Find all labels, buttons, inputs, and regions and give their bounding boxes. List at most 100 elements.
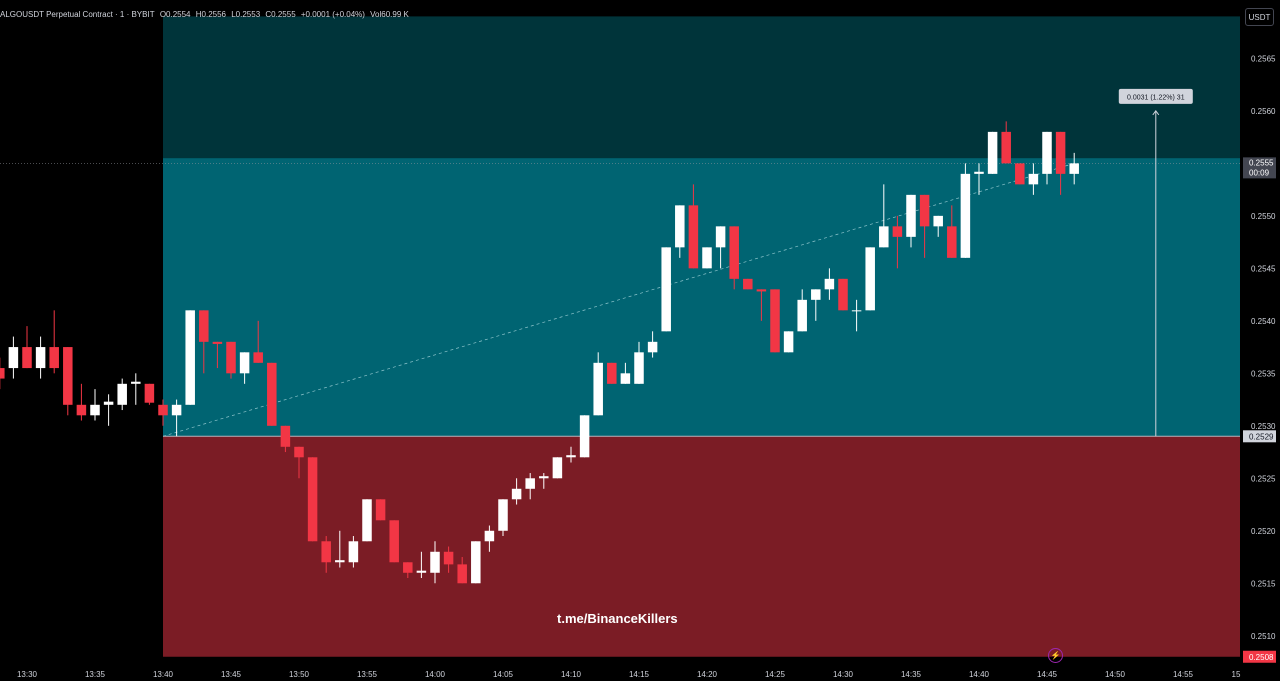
time-tick-label: 14:50 [1105, 670, 1126, 679]
candle-body[interactable] [947, 226, 957, 258]
candle-body[interactable] [634, 352, 644, 384]
price-tick-label: 0.2515 [1251, 579, 1276, 588]
candle-body[interactable] [199, 310, 209, 342]
candle-body[interactable] [375, 499, 386, 521]
candle-body[interactable] [919, 194, 930, 227]
candle-body[interactable] [8, 347, 19, 369]
candle-body[interactable] [579, 415, 590, 458]
candle-body[interactable] [0, 368, 5, 379]
candle-body[interactable] [511, 488, 522, 500]
candle-body[interactable] [267, 362, 277, 426]
candle-body[interactable] [1055, 131, 1066, 174]
candle-body[interactable] [307, 457, 318, 542]
candle-body[interactable] [824, 278, 835, 290]
candle-body[interactable] [362, 499, 372, 542]
symbol-info-header: ALGOUSDT Perpetual Contract · 1 · BYBIT … [0, 10, 412, 19]
profit-zone[interactable] [163, 158, 1251, 437]
symbol-label[interactable]: ALGOUSDT Perpetual Contract · 1 · BYBIT [0, 10, 155, 19]
time-tick-label: 14:10 [561, 670, 582, 679]
candle-body[interactable] [389, 520, 399, 563]
candle-body[interactable] [416, 570, 427, 573]
candle-body[interactable] [471, 541, 481, 584]
candle-body[interactable] [892, 226, 903, 237]
candle-body[interactable] [743, 278, 753, 290]
candle-body[interactable] [607, 362, 617, 384]
candle-body[interactable] [457, 564, 467, 584]
candle-body[interactable] [647, 341, 658, 353]
candle-body[interactable] [525, 478, 535, 489]
candle-body[interactable] [851, 310, 862, 312]
candle-body[interactable] [715, 226, 726, 248]
candle-body[interactable] [280, 425, 291, 447]
candle-body[interactable] [593, 362, 603, 416]
price-tick-label: 0.2510 [1251, 632, 1276, 641]
candle-body[interactable] [443, 551, 454, 565]
time-tick-label: 14:45 [1037, 670, 1058, 679]
candle-body[interactable] [158, 404, 168, 416]
candle-body[interactable] [539, 476, 549, 479]
candle-body[interactable] [729, 226, 739, 279]
candle-body[interactable] [960, 173, 971, 258]
candle-body[interactable] [797, 299, 807, 332]
candle-body[interactable] [253, 352, 263, 363]
candle-body[interactable] [76, 404, 87, 416]
time-tick-label: 14:35 [901, 670, 922, 679]
candle-body[interactable] [212, 341, 223, 344]
candle-body[interactable] [865, 247, 875, 311]
candle-body[interactable] [117, 383, 127, 405]
candle-body[interactable] [144, 383, 155, 403]
stop-loss-zone[interactable] [163, 436, 1251, 657]
candle-body[interactable] [348, 541, 359, 563]
candle-body[interactable] [1069, 163, 1079, 174]
candle-body[interactable] [239, 352, 250, 374]
candle-body[interactable] [498, 499, 508, 531]
candle-body[interactable] [131, 381, 141, 384]
price-tick-label: 0.2530 [1251, 422, 1276, 431]
candle-body[interactable] [103, 401, 114, 405]
candle-body[interactable] [90, 404, 100, 416]
candle-body[interactable] [1042, 131, 1052, 174]
candle-body[interactable] [484, 530, 495, 542]
candle-body[interactable] [838, 278, 848, 311]
price-tick-label: 0.2540 [1251, 317, 1276, 326]
currency-selector-button[interactable]: USDT [1245, 8, 1274, 26]
target-zone-upper [163, 16, 1251, 159]
candle-body[interactable] [185, 310, 195, 405]
candle-body[interactable] [335, 560, 345, 563]
time-tick-label: 14:05 [493, 670, 514, 679]
candle-body[interactable] [171, 404, 182, 416]
candle-body[interactable] [226, 341, 236, 374]
price-tick-label: 0.2550 [1251, 212, 1276, 221]
lightning-icon[interactable]: ⚡ [1048, 648, 1063, 663]
candle-body[interactable] [661, 247, 671, 332]
candle-body[interactable] [770, 289, 780, 353]
candle-body[interactable] [879, 226, 889, 248]
candle-body[interactable] [63, 347, 73, 405]
candle-body[interactable] [1015, 163, 1025, 185]
candle-body[interactable] [906, 194, 916, 237]
candle-body[interactable] [933, 215, 943, 227]
candle-body[interactable] [987, 131, 998, 174]
candle-body[interactable] [811, 289, 821, 300]
candle-body[interactable] [430, 551, 440, 573]
candle-body[interactable] [22, 347, 32, 369]
candle-body[interactable] [35, 347, 46, 369]
candle-body[interactable] [688, 205, 699, 269]
candle-body[interactable] [321, 541, 331, 563]
candle-body[interactable] [783, 331, 794, 353]
candle-body[interactable] [403, 562, 413, 573]
candle-body[interactable] [49, 347, 59, 369]
current-price-badge [1243, 157, 1276, 179]
stop-price-badge [1243, 650, 1276, 663]
candle-body[interactable] [1001, 131, 1011, 164]
candle-body[interactable] [552, 457, 563, 479]
candle-body[interactable] [675, 205, 685, 248]
candle-body[interactable] [756, 289, 767, 292]
candle-body[interactable] [974, 171, 984, 174]
candle-body[interactable] [620, 373, 631, 384]
candle-body[interactable] [566, 455, 576, 458]
candle-body[interactable] [294, 446, 304, 458]
candle-body[interactable] [702, 247, 712, 269]
candle-body[interactable] [1028, 173, 1039, 185]
